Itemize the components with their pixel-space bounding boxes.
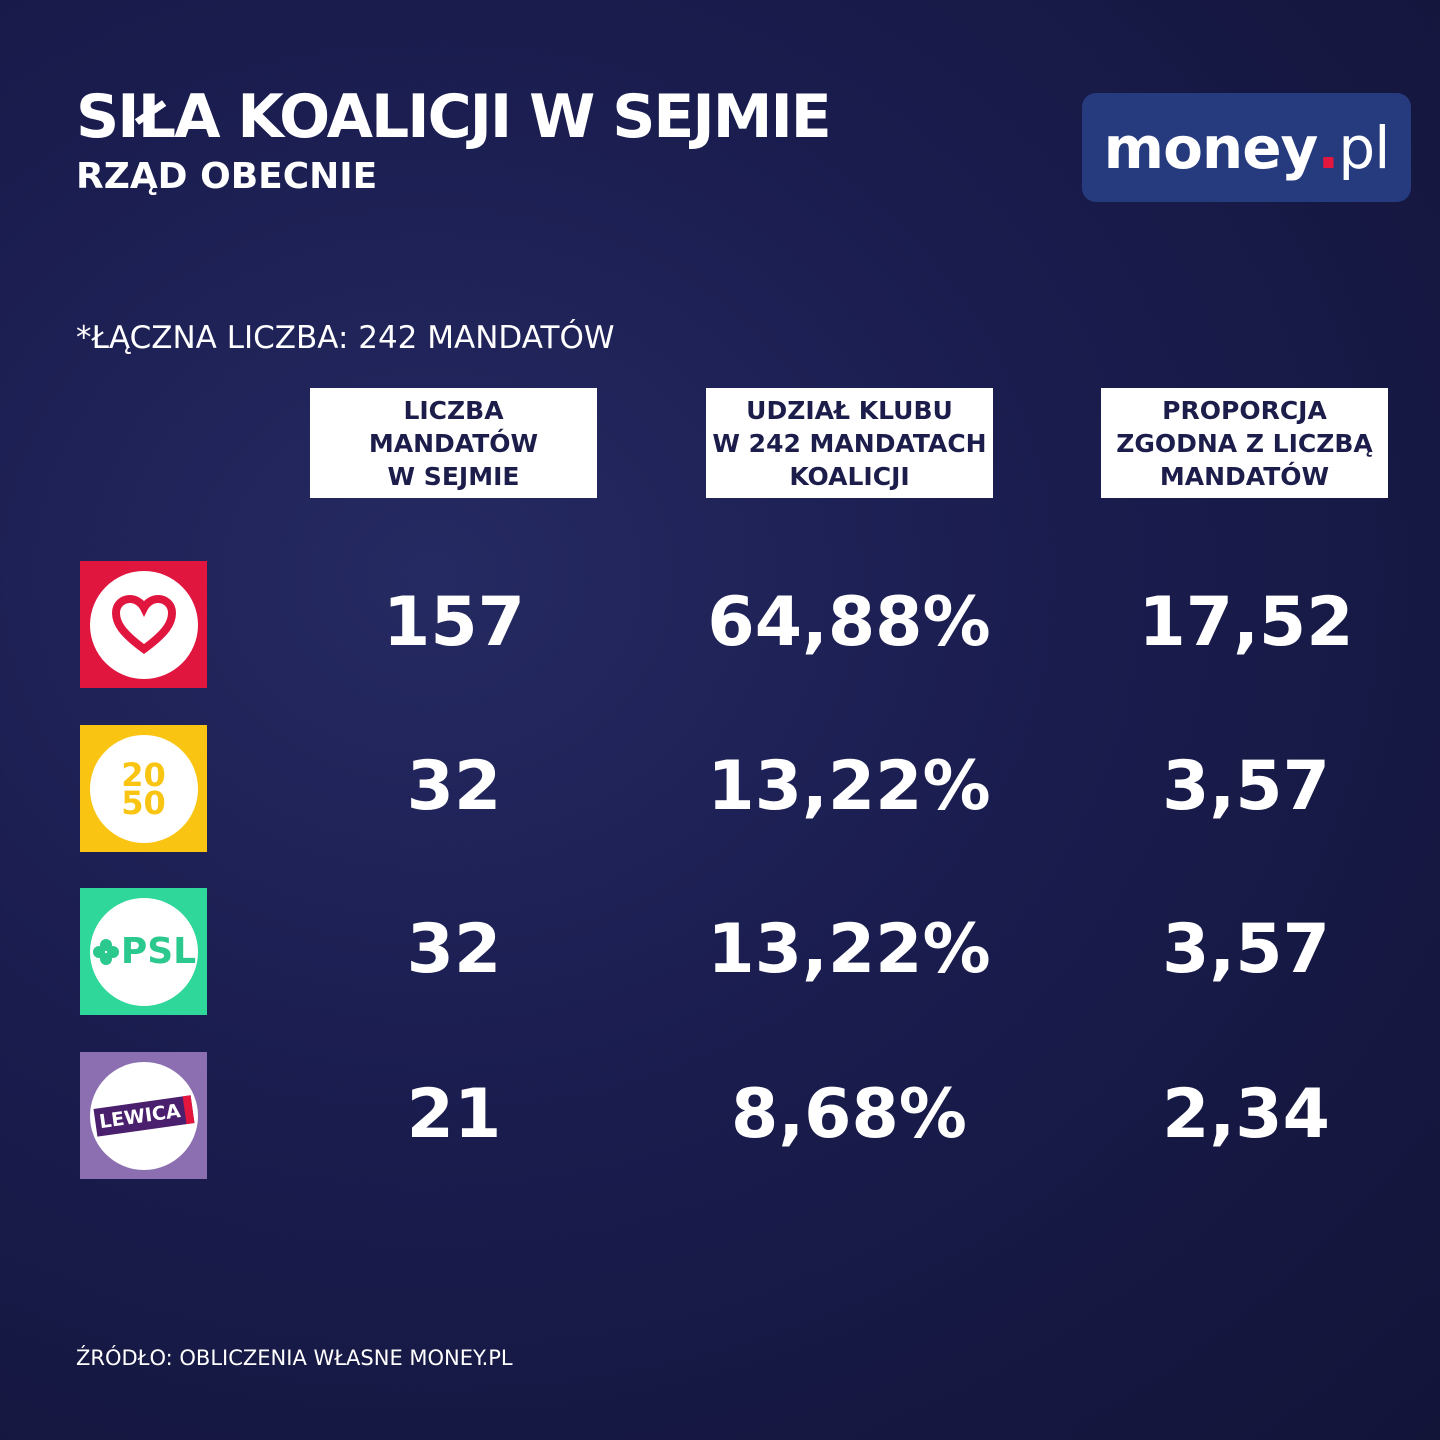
header-line: W 242 MANDATACH (712, 428, 987, 458)
table-cell: 13,22% (707, 910, 991, 989)
logo-circle: PSL (89, 897, 198, 1006)
header-line: PROPORCJA (1162, 395, 1327, 425)
party-logo: PSL (80, 888, 207, 1015)
table-cell: 13,22% (707, 747, 991, 826)
logo-text: PSL (120, 931, 197, 972)
table-cell: 8,68% (731, 1075, 967, 1154)
party-logo: LEWICA (80, 1052, 207, 1179)
table-cell: 2,34 (1162, 1075, 1330, 1154)
clover-icon (92, 938, 119, 965)
subtitle: RZĄD OBECNIE (76, 156, 378, 197)
logo-tld: pl (1338, 113, 1390, 182)
note: *ŁĄCZNA LICZBA: 242 MANDATÓW (76, 320, 615, 356)
table-cell: 21 (406, 1075, 502, 1154)
logo-circle: LEWICA (89, 1061, 198, 1170)
logo-name: money (1103, 113, 1319, 182)
header-line: KOALICJI (789, 461, 910, 491)
header-line: MANDATÓW (1159, 461, 1330, 491)
table-cell: 3,57 (1162, 910, 1330, 989)
logo-dot: . (1317, 113, 1339, 182)
header-line: W SEJMIE (387, 461, 520, 491)
logo-text: LEWICA (93, 1094, 194, 1137)
table-cell: 17,52 (1138, 583, 1354, 662)
header-line: ZGODNA Z LICZBĄ (1116, 428, 1373, 458)
column-header: LICZBA MANDATÓW W SEJMIE (310, 388, 597, 498)
party-logo (80, 561, 207, 688)
title: SIŁA KOALICJI W SEJMIE (76, 82, 832, 152)
logo-text: 50 (121, 783, 166, 822)
party-logo: 20 50 (80, 725, 207, 852)
logo-circle (89, 570, 198, 679)
logo-circle: 20 50 (89, 734, 198, 843)
header-line: MANDATÓW (368, 428, 539, 458)
column-header: UDZIAŁ KLUBU W 242 MANDATACH KOALICJI (706, 388, 993, 498)
table-cell: 32 (406, 747, 502, 826)
table-cell: 3,57 (1162, 747, 1330, 826)
source: ŹRÓDŁO: OBLICZENIA WŁASNE MONEY.PL (76, 1346, 513, 1370)
table-cell: 157 (383, 583, 525, 662)
column-header: PROPORCJA ZGODNA Z LICZBĄ MANDATÓW (1101, 388, 1388, 498)
header-line: LICZBA (403, 395, 504, 425)
table-cell: 32 (406, 910, 502, 989)
header-line: UDZIAŁ KLUBU (746, 395, 953, 425)
brand-logo: money. pl (1082, 93, 1411, 202)
table-cell: 64,88% (707, 583, 991, 662)
heart-icon (111, 594, 176, 654)
logo-text: 20 (121, 755, 166, 794)
